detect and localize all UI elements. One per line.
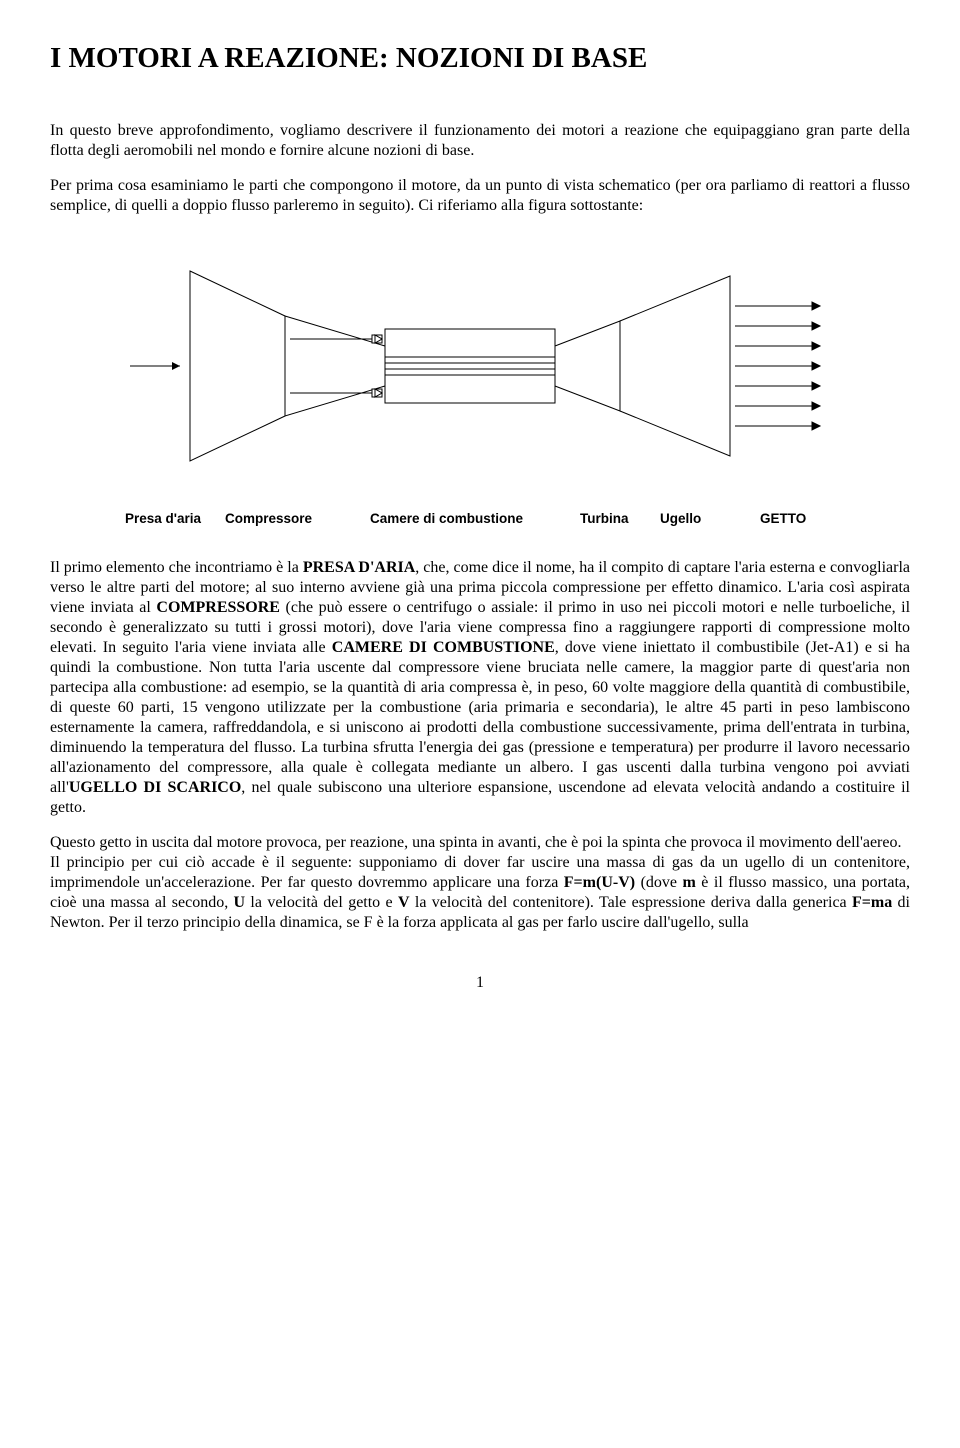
label-turbina: Turbina — [580, 511, 660, 528]
term-presa-daria: PRESA D'ARIA — [303, 559, 415, 576]
intro-paragraph: In questo breve approfondimento, vogliam… — [50, 121, 910, 161]
second-paragraph: Per prima cosa esaminiamo le parti che c… — [50, 176, 910, 216]
label-camere: Camere di combustione — [370, 511, 580, 528]
engine-schematic-svg — [120, 241, 840, 491]
term-ugello: UGELLO DI SCARICO — [69, 779, 241, 796]
body-paragraph-3: Il principio per cui ciò accade è il seg… — [50, 853, 910, 933]
engine-diagram: Presa d'aria Compressore Camere di combu… — [50, 241, 910, 528]
label-getto: GETTO — [760, 511, 806, 528]
formula-2: F=ma — [852, 894, 892, 911]
label-compressore: Compressore — [225, 511, 370, 528]
body-paragraph-1: Il primo elemento che incontriamo è la P… — [50, 558, 910, 818]
var-m: m — [683, 874, 696, 891]
diagram-labels: Presa d'aria Compressore Camere di combu… — [125, 511, 910, 528]
body-paragraph-2: Questo getto in uscita dal motore provoc… — [50, 833, 910, 853]
var-u: U — [234, 894, 246, 911]
formula-1: F=m(U-V) — [564, 874, 635, 891]
label-ugello: Ugello — [660, 511, 760, 528]
term-camere: CAMERE DI COMBUSTIONE — [332, 639, 555, 656]
term-compressore: COMPRESSORE — [156, 599, 280, 616]
page-number: 1 — [50, 973, 910, 993]
page-title: I MOTORI A REAZIONE: NOZIONI DI BASE — [50, 40, 910, 76]
var-v: V — [398, 894, 410, 911]
label-presa: Presa d'aria — [125, 511, 225, 528]
